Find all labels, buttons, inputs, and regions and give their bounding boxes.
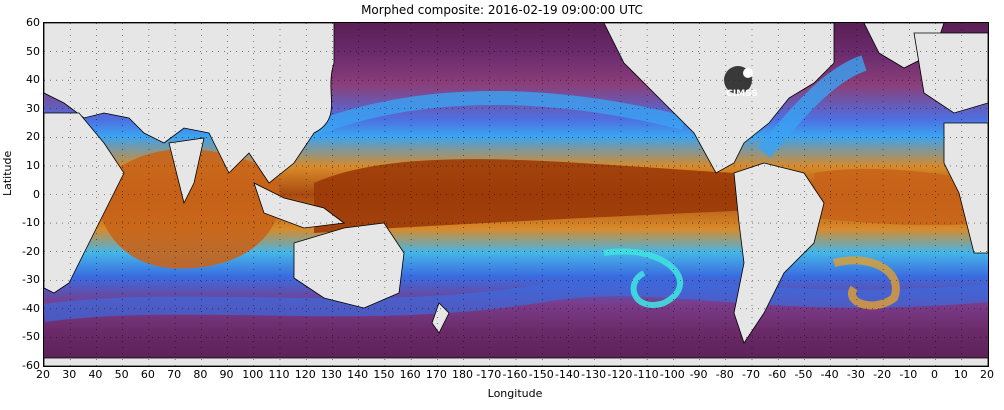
y-tick-label: 60 [26,16,40,29]
land-eurasia [44,23,335,184]
y-tick-label: 30 [26,101,40,115]
x-tick-label: -170 [476,368,502,381]
x-tick-label: -90 [689,368,708,381]
y-tick-label: -40 [22,301,40,315]
x-tick-label: 80 [193,368,208,381]
x-tick-label: 180 [452,368,474,381]
land-west-africa [943,122,988,254]
x-tick-label: 140 [347,368,369,381]
x-tick-label: 40 [88,368,103,381]
x-axis-title: Longitude [487,387,543,400]
cimss-logo: CIMSS [718,65,766,99]
land-south-america [733,162,825,344]
x-tick-label: 30 [62,368,77,381]
lat-lon-grid [44,23,988,366]
x-tick-label: 120 [294,368,316,381]
x-tick-label: 100 [242,368,264,381]
y-tick-label: 50 [26,44,40,58]
land-india [168,137,205,205]
x-tick-label: -160 [502,368,528,381]
map-svg [44,23,988,366]
south-atlantic-swirl [833,256,900,310]
y-tick-label: -20 [22,244,40,258]
subtropical-jet-north [301,91,686,140]
itcz-band-atlantic [814,168,988,226]
land-africa [44,112,125,294]
x-tick-label: 110 [268,368,290,381]
x-tick-label: -140 [554,368,580,381]
land-australia [293,222,405,309]
x-tick-label: -30 [846,368,865,381]
x-tick-label: -10 [899,368,918,381]
land-new-zealand [431,302,450,334]
southern-storm-track [44,278,988,322]
x-tick-label: -100 [659,368,685,381]
map-title: Morphed composite: 2016-02-19 09:00:00 U… [361,3,643,17]
south-pacific-swirl [603,248,683,308]
x-tick-label: -80 [715,368,734,381]
x-tick-label: 170 [425,368,447,381]
indian-ocean-wet [94,149,281,269]
y-tick-label: 40 [26,73,40,87]
itcz-band-pacific [314,159,804,233]
x-tick-label: 50 [114,368,129,381]
x-tick-label: 70 [167,368,182,381]
x-tick-label: 150 [373,368,395,381]
x-tick-label: 10 [953,368,968,381]
x-tick-label: -130 [581,368,607,381]
x-tick-label: 160 [399,368,421,381]
y-tick-label: 20 [26,130,40,144]
y-tick-label: -50 [22,330,40,344]
x-tick-label: -110 [633,368,659,381]
precipitable-water-map: CIMSS [43,22,989,367]
x-tick-label: -20 [873,368,892,381]
x-tick-label: -50 [794,368,813,381]
x-tick-label: -120 [607,368,633,381]
x-tick-label: -60 [768,368,787,381]
logo-text: CIMSS [726,89,757,99]
land-masses [44,23,988,366]
y-tick-label: 0 [33,187,40,201]
y-tick-label: 10 [26,158,40,172]
land-north-america [603,23,835,174]
x-tick-label: -150 [528,368,554,381]
land-europe [913,32,988,114]
x-tick-label: 90 [219,368,234,381]
x-tick-label: -70 [742,368,760,381]
x-tick-label: 60 [140,368,155,381]
x-tick-label: 130 [320,368,342,381]
x-tick-label: -40 [820,368,839,381]
x-tick-label: 20 [980,368,994,381]
y-tick-label: -30 [22,273,40,287]
y-tick-label: -60 [22,359,40,372]
y-axis-title: Latitude [1,150,14,196]
x-tick-label: 0 [931,368,939,381]
x-tick-label: 20 [36,368,50,381]
y-tick-label: -10 [22,216,40,230]
